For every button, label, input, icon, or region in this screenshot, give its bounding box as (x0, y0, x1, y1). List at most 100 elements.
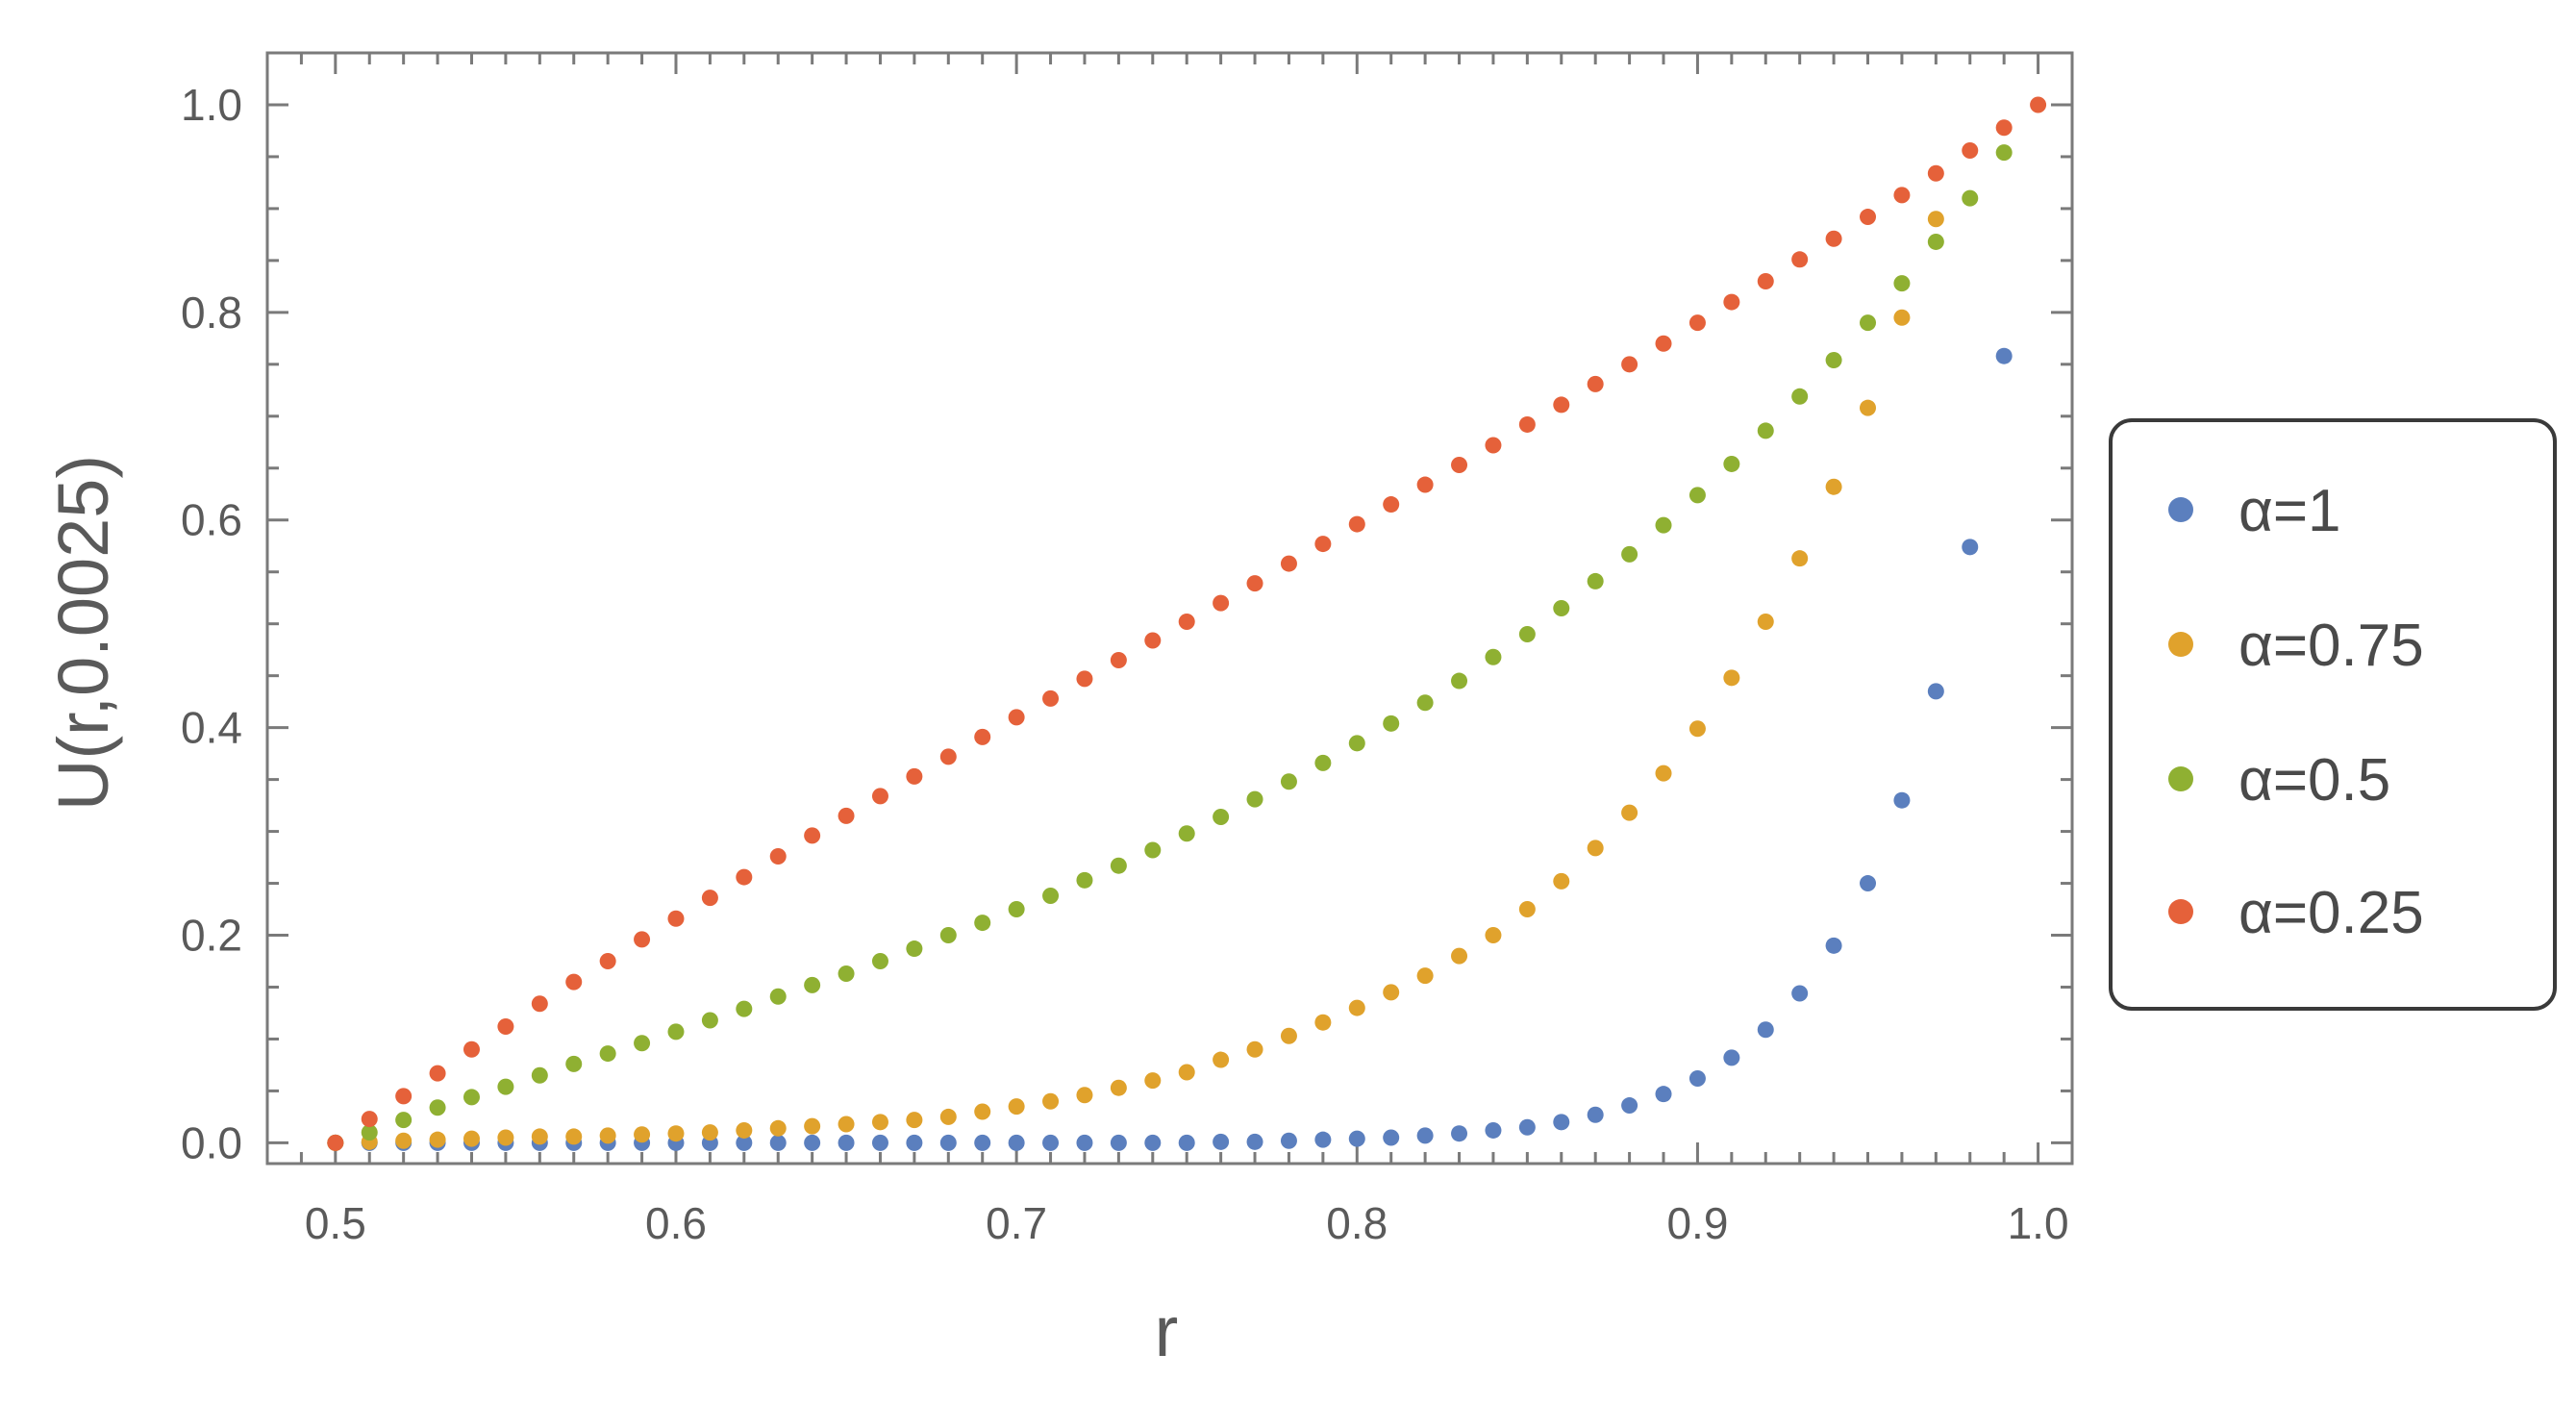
data-point (1757, 272, 1774, 289)
data-point (1008, 901, 1025, 918)
data-point (1655, 1086, 1672, 1103)
data-point (1383, 1129, 1400, 1146)
y-tick-label: 0.2 (181, 911, 242, 961)
data-point (1416, 1127, 1434, 1144)
legend-marker (2168, 899, 2193, 924)
data-point (1995, 144, 2013, 162)
data-point (463, 1040, 480, 1058)
data-point (1655, 765, 1672, 782)
data-point (1144, 1072, 1162, 1090)
data-point (1518, 1118, 1536, 1136)
data-point (939, 1108, 957, 1125)
data-point (497, 1129, 514, 1146)
data-point (1860, 209, 1877, 226)
data-point (1451, 947, 1468, 965)
data-point (1178, 1064, 1195, 1081)
series-1 (327, 347, 2013, 1151)
y-tick-label: 0.8 (181, 288, 242, 338)
data-point (1213, 1133, 1230, 1150)
data-point (1962, 141, 1979, 159)
x-tick-label: 0.7 (986, 1198, 1047, 1248)
y-tick-label: 0.0 (181, 1117, 242, 1167)
data-point (1553, 600, 1570, 616)
data-point (1518, 901, 1536, 918)
data-point (395, 1088, 413, 1105)
data-point (1688, 1069, 1706, 1087)
data-point (939, 748, 957, 765)
data-point (804, 1117, 821, 1135)
data-point (838, 965, 855, 982)
data-point (497, 1078, 514, 1095)
data-point (1485, 927, 1502, 944)
axis-tick-labels: 0.5 0.6 0.7 0.8 0.9 1.0 0.0 0.2 0.4 0.6 0.8 1.0 (181, 80, 2069, 1248)
data-point (1451, 1125, 1468, 1142)
data-point (1246, 1040, 1263, 1058)
y-tick-label: 1.0 (181, 80, 242, 130)
data-point (769, 847, 787, 865)
data-point (1927, 233, 1944, 250)
data-point (974, 728, 991, 745)
data-point (1791, 251, 1809, 268)
data-point (1280, 555, 1297, 572)
data-point (1485, 437, 1502, 454)
data-point (1860, 399, 1877, 416)
data-point (769, 1119, 787, 1137)
data-point (565, 1128, 583, 1145)
data-point (531, 1066, 548, 1084)
data-point (871, 1134, 888, 1151)
data-point (463, 1089, 480, 1106)
data-point (1791, 388, 1809, 405)
data-point (1042, 1092, 1060, 1110)
data-point (1962, 539, 1979, 556)
data-point (327, 1134, 344, 1151)
data-point (871, 953, 888, 970)
y-tick-label: 0.4 (181, 703, 242, 753)
data-point (1553, 872, 1570, 890)
data-point (565, 1055, 583, 1072)
data-point (1962, 189, 1979, 207)
data-point (1110, 1134, 1127, 1151)
data-point (395, 1132, 413, 1149)
data-point (1383, 715, 1400, 732)
data-point (1144, 841, 1162, 859)
data-point (838, 1116, 855, 1133)
x-tick-label: 0.9 (1666, 1198, 1728, 1248)
data-point (1893, 309, 1911, 326)
x-axis-label: r (1155, 1291, 1179, 1371)
data-point (1757, 1021, 1774, 1039)
data-point (1246, 575, 1263, 592)
data-point (1451, 457, 1468, 474)
data-point (769, 988, 787, 1005)
data-point (1587, 375, 1604, 392)
data-point (1110, 1079, 1127, 1096)
data-point (1860, 875, 1877, 892)
data-point (1348, 1130, 1365, 1147)
data-point (1383, 496, 1400, 514)
data-point (1076, 1087, 1093, 1104)
data-point (667, 1125, 685, 1142)
data-point (1348, 515, 1365, 533)
data-point (1688, 314, 1706, 332)
series-2 (327, 211, 1944, 1151)
legend-marker (2168, 766, 2193, 791)
data-point (1485, 1121, 1502, 1139)
data-point (1280, 1027, 1297, 1044)
data-point (1213, 808, 1230, 825)
data-point (1893, 187, 1911, 204)
y-axis-label: U(r,0.0025) (43, 455, 123, 811)
data-point (1246, 1133, 1263, 1150)
data-point (667, 1023, 685, 1040)
data-point (1621, 804, 1638, 821)
data-point (667, 910, 685, 927)
data-point (1825, 230, 1842, 247)
data-point (1314, 1014, 1332, 1031)
data-point (1314, 536, 1332, 553)
x-tick-label: 0.5 (305, 1198, 366, 1248)
data-point (1655, 516, 1672, 534)
y-tick-label: 0.6 (181, 495, 242, 545)
data-point (1587, 840, 1604, 857)
data-point (1008, 1134, 1025, 1151)
data-point (701, 890, 718, 907)
data-point (361, 1124, 378, 1141)
data-point (906, 1112, 923, 1129)
